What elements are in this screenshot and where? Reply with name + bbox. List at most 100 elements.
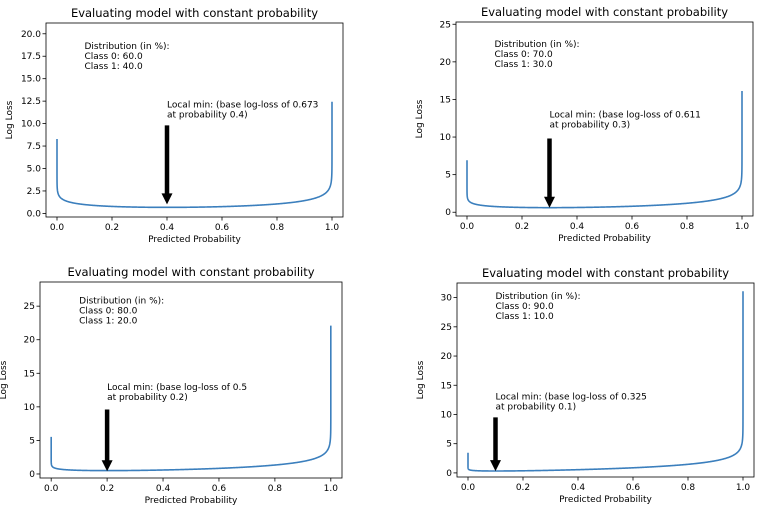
local-min-annotation: Local min: (base log-loss of 0.325 — [496, 392, 647, 402]
x-tick-label: 0.0 — [461, 483, 476, 493]
local-min-annotation: at probability 0.3) — [550, 120, 631, 130]
y-tick-label: 20.0 — [21, 30, 41, 40]
y-tick-label: 5 — [445, 171, 451, 181]
log-loss-curve — [466, 91, 743, 209]
y-tick-label: 15 — [440, 95, 451, 105]
x-tick-label: 1.0 — [325, 223, 340, 233]
subplot-4: Evaluating model with constant probabili… — [416, 266, 755, 505]
local-min-annotation: at probability 0.2) — [107, 393, 188, 403]
distribution-annotation: Distribution (in %): — [495, 40, 580, 50]
y-tick-label: 20 — [24, 336, 36, 346]
x-tick-label: 0.0 — [44, 484, 59, 494]
distribution-annotation: Class 0: 80.0 — [79, 306, 137, 316]
y-tick-label: 20 — [440, 58, 452, 68]
distribution-annotation: Class 1: 10.0 — [496, 312, 554, 322]
x-tick-label: 0.6 — [212, 484, 227, 494]
distribution-annotation: Distribution (in %): — [496, 292, 581, 302]
x-tick-label: 0.8 — [270, 223, 285, 233]
y-tick-label: 25 — [440, 20, 451, 30]
y-tick-label: 5 — [446, 440, 452, 450]
x-tick-label: 0.8 — [680, 222, 695, 232]
y-tick-label: 0.0 — [27, 209, 42, 219]
x-tick-label: 0.4 — [570, 222, 585, 232]
axes-frame — [456, 282, 755, 478]
x-tick-label: 1.0 — [324, 484, 339, 494]
local-min-annotation: Local min: (base log-loss of 0.673 — [167, 100, 318, 110]
y-tick-label: 10 — [440, 133, 452, 143]
y-tick-label: 15 — [24, 369, 35, 379]
x-tick-label: 0.4 — [571, 483, 586, 493]
arrow-head — [101, 460, 113, 472]
y-tick-label: 30 — [441, 294, 453, 304]
subplot-1: Evaluating model with constant probabili… — [5, 6, 344, 245]
y-tick-label: 7.5 — [27, 142, 41, 152]
y-tick-label: 17.5 — [21, 52, 41, 62]
chart-title: Evaluating model with constant probabili… — [481, 5, 728, 19]
log-loss-curve — [467, 291, 744, 472]
axes-frame — [455, 21, 754, 217]
y-tick-label: 20 — [441, 352, 453, 362]
local-min-annotation: at probability 0.1) — [496, 402, 577, 412]
x-tick-label: 0.6 — [626, 483, 641, 493]
x-tick-label: 0.8 — [681, 483, 696, 493]
x-axis-label: Predicted Probability — [148, 235, 241, 245]
x-axis-label: Predicted Probability — [559, 495, 652, 505]
distribution-annotation: Class 0: 90.0 — [496, 302, 554, 312]
distribution-annotation: Class 1: 20.0 — [79, 316, 137, 326]
y-tick-label: 25 — [24, 302, 35, 312]
y-axis-label: Log Loss — [0, 360, 9, 399]
y-axis-label: Log Loss — [5, 100, 15, 139]
y-tick-label: 0 — [445, 208, 451, 218]
x-tick-label: 0.2 — [100, 484, 114, 494]
local-min-annotation: at probability 0.4) — [167, 110, 248, 120]
log-loss-curve — [50, 325, 332, 472]
x-tick-label: 1.0 — [736, 483, 751, 493]
y-tick-label: 10 — [441, 410, 453, 420]
x-tick-label: 1.0 — [735, 222, 750, 232]
x-tick-label: 0.8 — [268, 484, 283, 494]
y-axis-label: Log Loss — [416, 360, 426, 399]
x-tick-label: 0.2 — [515, 222, 529, 232]
y-tick-label: 12.5 — [21, 97, 41, 107]
local-min-annotation: Local min: (base log-loss of 0.611 — [550, 110, 701, 120]
x-tick-label: 0.4 — [156, 484, 171, 494]
axes-frame — [39, 281, 343, 479]
y-tick-label: 25 — [441, 323, 452, 333]
chart-title: Evaluating model with constant probabili… — [482, 266, 729, 280]
distribution-annotation: Class 0: 70.0 — [495, 50, 553, 60]
distribution-annotation: Class 1: 30.0 — [495, 60, 553, 70]
x-tick-label: 0.6 — [625, 222, 640, 232]
y-tick-label: 10.0 — [21, 120, 41, 130]
x-tick-label: 0.2 — [516, 483, 530, 493]
distribution-annotation: Class 0: 60.0 — [85, 52, 143, 62]
y-tick-label: 2.5 — [27, 187, 41, 197]
subplot-2: Evaluating model with constant probabili… — [415, 5, 754, 244]
arrow-head — [161, 193, 173, 205]
distribution-annotation: Distribution (in %): — [85, 42, 170, 52]
arrow-head — [490, 460, 501, 472]
y-tick-label: 15 — [441, 381, 452, 391]
distribution-annotation: Distribution (in %): — [79, 296, 164, 306]
y-tick-label: 5.0 — [27, 165, 42, 175]
x-tick-label: 0.0 — [460, 222, 475, 232]
x-axis-label: Predicted Probability — [558, 234, 651, 244]
chart-title: Evaluating model with constant probabili… — [67, 265, 314, 279]
distribution-annotation: Class 1: 40.0 — [85, 62, 143, 72]
x-tick-label: 0.2 — [105, 223, 119, 233]
subplot-3: Evaluating model with constant probabili… — [0, 265, 343, 506]
axes-frame — [45, 22, 344, 218]
local-min-annotation: Local min: (base log-loss of 0.5 — [107, 383, 247, 393]
x-tick-label: 0.4 — [160, 223, 175, 233]
y-tick-label: 15.0 — [21, 75, 41, 85]
y-tick-label: 10 — [24, 403, 36, 413]
y-tick-label: 0 — [29, 470, 35, 480]
x-tick-label: 0.6 — [215, 223, 230, 233]
x-axis-label: Predicted Probability — [145, 496, 238, 506]
log-loss-curve — [56, 101, 333, 209]
y-tick-label: 0 — [446, 469, 452, 479]
chart-title: Evaluating model with constant probabili… — [71, 6, 318, 20]
x-tick-label: 0.0 — [50, 223, 65, 233]
arrow-head — [544, 196, 555, 208]
y-tick-label: 5 — [29, 436, 35, 446]
